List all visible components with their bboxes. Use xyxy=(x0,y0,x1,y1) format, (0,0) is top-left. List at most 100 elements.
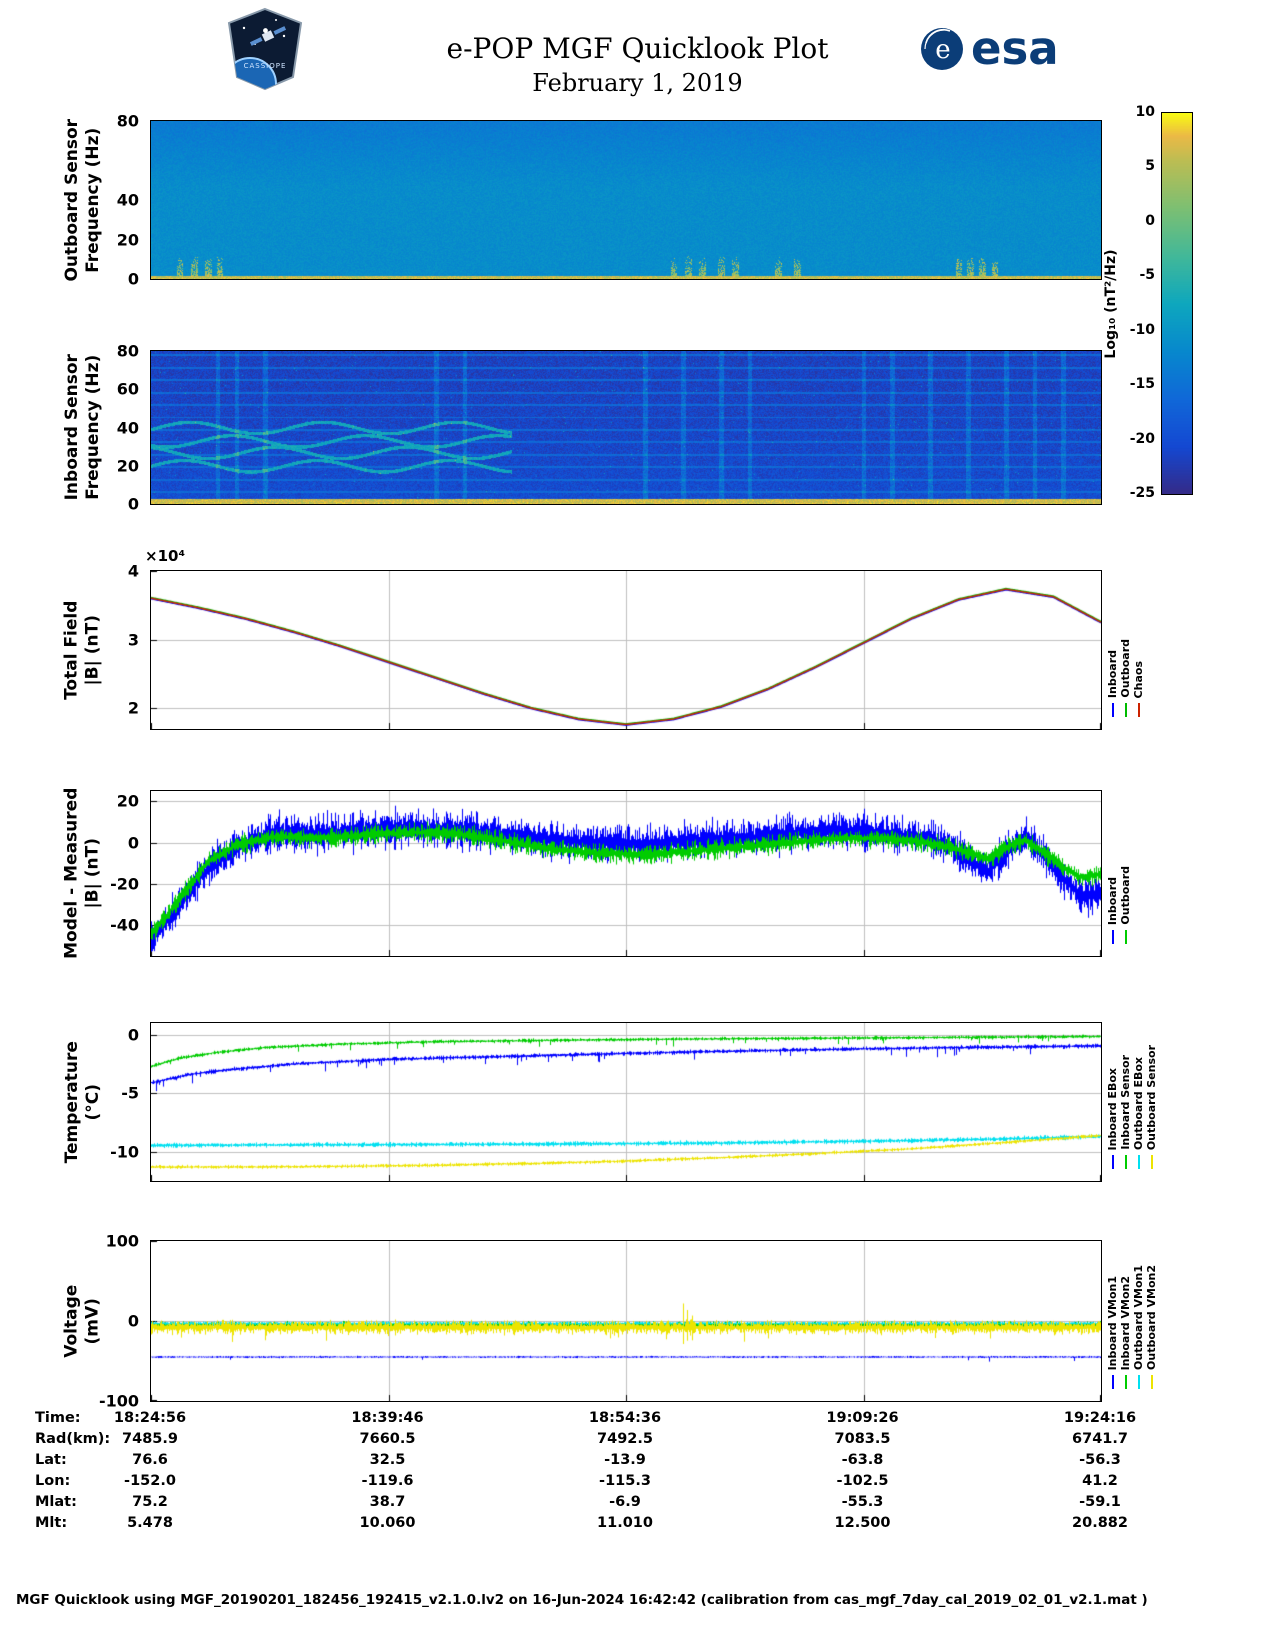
legend-color-dash xyxy=(1150,1155,1153,1169)
esa-wordmark: esa xyxy=(971,22,1059,75)
table-cell: 18:24:56 xyxy=(113,1410,187,1426)
model-minus-measured-canvas xyxy=(151,791,1101,956)
legend-color-dash xyxy=(1111,1375,1114,1389)
ylabel-line: (mV) xyxy=(83,1297,103,1345)
y-tick-label: 80 xyxy=(116,111,139,131)
legend-label: Outboard VMon2 xyxy=(1145,1265,1158,1370)
table-cell: 12.500 xyxy=(834,1515,891,1531)
voltage-legend: Inboard VMon1 Inboard VMon2 Outboard VMon1… xyxy=(1106,1241,1158,1401)
legend-entry: Outboard EBox xyxy=(1132,1023,1145,1169)
legend-label: Inboard EBox xyxy=(1106,1067,1119,1150)
table-row-label: Lat: xyxy=(35,1452,67,1468)
colorbar-tick-label: -20 xyxy=(1129,430,1155,447)
inboard-spectrogram-panel: Inboard Sensor Frequency (Hz) 80 60 40 20 0 xyxy=(62,342,1102,514)
ylabel-line: Frequency (Hz) xyxy=(83,354,103,501)
temperature-panel: Temperature (°C) 0 -5 -10 Inboard EBox Inboa… xyxy=(62,1022,1158,1182)
legend-entry: Inboard xyxy=(1106,571,1119,717)
legend-entry: Inboard VMon2 xyxy=(1119,1241,1132,1389)
legend-color-dash xyxy=(1111,930,1114,944)
legend-color-dash xyxy=(1111,703,1114,717)
mission-logo-text: CASSIOPE xyxy=(244,62,287,70)
inboard-spectrogram-canvas xyxy=(151,351,1101,504)
satellite-icon xyxy=(249,26,287,46)
table-cell: -102.5 xyxy=(836,1473,889,1489)
legend-label: Inboard VMon1 xyxy=(1106,1275,1119,1370)
outboard-y-ticks: 80 40 20 0 xyxy=(101,112,143,289)
ylabel-line: Total Field xyxy=(61,600,82,700)
model-minus-measured-axis-label: Model - Measured |B| (nT) xyxy=(59,788,107,959)
y-tick-label: 3 xyxy=(127,630,139,650)
legend-entry: Outboard VMon1 xyxy=(1132,1241,1145,1389)
legend-entry: Inboard xyxy=(1106,791,1119,944)
ylabel-line: |B| (nT) xyxy=(83,614,104,686)
table-cell: 7492.5 xyxy=(597,1431,653,1447)
legend-entry: Inboard VMon1 xyxy=(1106,1241,1119,1389)
legend-label: Outboard EBox xyxy=(1132,1057,1145,1150)
legend-color-dash xyxy=(1137,1375,1140,1389)
y-tick-label: -40 xyxy=(110,915,139,935)
legend-label: Outboard xyxy=(1119,639,1132,698)
colorbar-tick-label: 0 xyxy=(1145,212,1155,229)
legend-label: Inboard xyxy=(1106,876,1119,925)
legend-entry: Outboard xyxy=(1119,571,1132,717)
temperature-canvas xyxy=(151,1023,1101,1181)
legend-label: Outboard VMon1 xyxy=(1132,1265,1145,1370)
y-tick-label: 0 xyxy=(127,1311,139,1331)
table-cell: 20.882 xyxy=(1072,1515,1128,1531)
legend-color-dash xyxy=(1137,1155,1140,1169)
total-field-legend: Inboard Outboard Chaos xyxy=(1106,571,1145,729)
model-minus-measured-legend: Inboard Outboard xyxy=(1106,791,1132,956)
legend-label: Inboard VMon2 xyxy=(1119,1275,1132,1370)
table-cell: 19:09:26 xyxy=(826,1410,899,1426)
table-cell: 32.5 xyxy=(369,1452,406,1468)
table-cell: 76.6 xyxy=(132,1452,168,1468)
ylabel-line: Temperature xyxy=(61,1040,82,1164)
colorbar-tick-label: -25 xyxy=(1129,485,1155,501)
y-axis-scale-multiplier: ×10⁴ xyxy=(145,547,186,565)
title-block: e-POP MGF Quicklook Plot February 1, 201… xyxy=(0,32,1275,97)
voltage-panel: Voltage (mV) 100 0 -100 Inboard VMon1 Inboar… xyxy=(62,1232,1158,1411)
table-row-label: Mlt: xyxy=(35,1515,68,1531)
table-cell: 75.2 xyxy=(132,1494,168,1510)
table-cell: -119.6 xyxy=(361,1473,414,1489)
colorbar-tick-label: 5 xyxy=(1145,158,1155,175)
total-field-canvas xyxy=(151,571,1101,729)
total-field-y-ticks: 4 3 2 xyxy=(101,562,143,729)
legend-color-dash xyxy=(1124,1155,1127,1169)
outboard-spectrogram-panel: Outboard Sensor Frequency (Hz) 80 40 20 0 xyxy=(62,112,1102,289)
table-row-label: Mlat: xyxy=(35,1494,77,1510)
legend-color-dash xyxy=(1137,703,1140,717)
y-tick-label: 60 xyxy=(116,379,139,399)
legend-label: Inboard Sensor xyxy=(1119,1055,1132,1150)
y-tick-label: 40 xyxy=(116,190,139,210)
legend-color-dash xyxy=(1111,1155,1114,1169)
inboard-y-ticks: 80 60 40 20 0 xyxy=(101,342,143,514)
ylabel-line: Inboard Sensor xyxy=(61,354,82,501)
legend-color-dash xyxy=(1124,703,1127,717)
inboard-frequency-axis-label: Inboard Sensor Frequency (Hz) xyxy=(59,351,107,504)
table-row-label: Lon: xyxy=(35,1473,71,1489)
table-cell: -59.1 xyxy=(1079,1494,1121,1510)
voltage-axis-label: Voltage (mV) xyxy=(59,1241,107,1401)
table-cell: 6741.7 xyxy=(1072,1431,1128,1447)
esa-logo: e esa xyxy=(920,26,1059,71)
y-tick-label: 0 xyxy=(127,269,139,289)
legend-entry: Outboard xyxy=(1119,791,1132,944)
outboard-spectrogram-canvas xyxy=(151,121,1101,279)
table-cell: 10.060 xyxy=(359,1515,416,1531)
temperature-legend: Inboard EBox Inboard Sensor Outboard EBox O… xyxy=(1106,1023,1158,1181)
table-cell: -6.9 xyxy=(609,1494,641,1510)
table-cell: -13.9 xyxy=(604,1452,646,1468)
y-tick-label: 40 xyxy=(116,418,139,437)
legend-entry: Chaos xyxy=(1132,571,1145,717)
table-cell: 5.478 xyxy=(127,1515,173,1531)
table-cell: 19:24:16 xyxy=(1063,1410,1137,1426)
legend-label: Inboard xyxy=(1106,649,1119,698)
table-cell: 7485.9 xyxy=(122,1431,178,1447)
table-cell: -55.3 xyxy=(841,1494,884,1510)
y-tick-label: 100 xyxy=(105,1231,139,1251)
cassiope-mission-logo: CASSIOPE xyxy=(227,7,303,91)
table-cell: 7083.5 xyxy=(834,1431,891,1447)
table-cell: 18:39:46 xyxy=(351,1410,424,1426)
